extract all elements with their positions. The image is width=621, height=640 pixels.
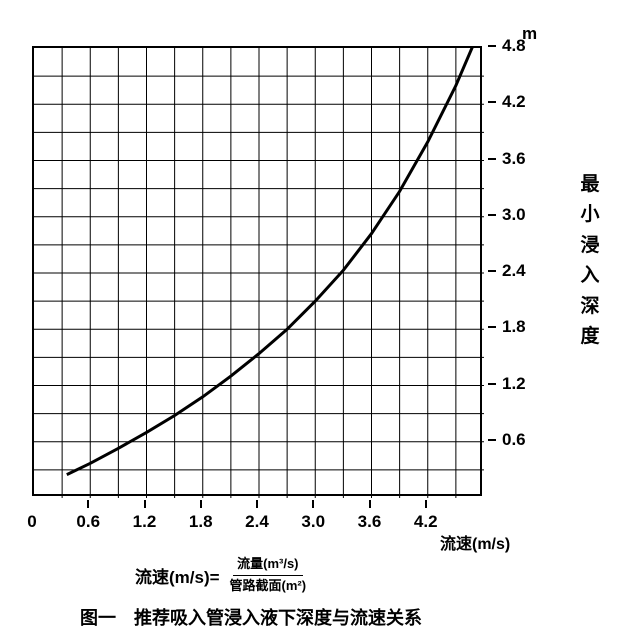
x-tick-label: 1.8 [181, 512, 221, 532]
figure-caption: 图一 推荐吸入管浸入液下深度与流速关系 [80, 604, 422, 630]
x-tick-label: 3.6 [350, 512, 390, 532]
chart-container: m 最小浸入深度 0.61.21.82.43.03.64.24.8 00.61.… [10, 10, 611, 630]
formula-numerator: 流量(m³/s) [233, 556, 302, 576]
y-tick-label: 0.6 [502, 430, 542, 450]
y-axis-title: 最小浸入深度 [580, 170, 600, 352]
y-tick-label: 4.8 [502, 36, 542, 56]
chart-svg [34, 48, 484, 498]
y-tick-label: 1.2 [502, 374, 542, 394]
plot-area [32, 46, 482, 496]
formula-denominator: 管路截面(m²) [226, 576, 311, 595]
y-tick-label: 3.0 [502, 205, 542, 225]
formula: 流速(m/s)= 流量(m³/s) 管路截面(m²) [135, 556, 310, 595]
formula-lhs: 流速(m/s)= [135, 563, 220, 588]
x-tick-label: 1.2 [125, 512, 165, 532]
x-tick-label: 0.6 [68, 512, 108, 532]
y-tick-label: 2.4 [502, 261, 542, 281]
x-tick-label: 2.4 [237, 512, 277, 532]
x-axis-title: 流速(m/s) [440, 530, 510, 554]
x-tick-label: 4.2 [406, 512, 446, 532]
y-tick-label: 3.6 [502, 149, 542, 169]
formula-fraction: 流量(m³/s) 管路截面(m²) [226, 556, 311, 595]
y-tick-label: 4.2 [502, 92, 542, 112]
y-tick-label: 1.8 [502, 317, 542, 337]
x-tick-label: 3.0 [293, 512, 333, 532]
x-tick-label: 0 [12, 512, 52, 532]
